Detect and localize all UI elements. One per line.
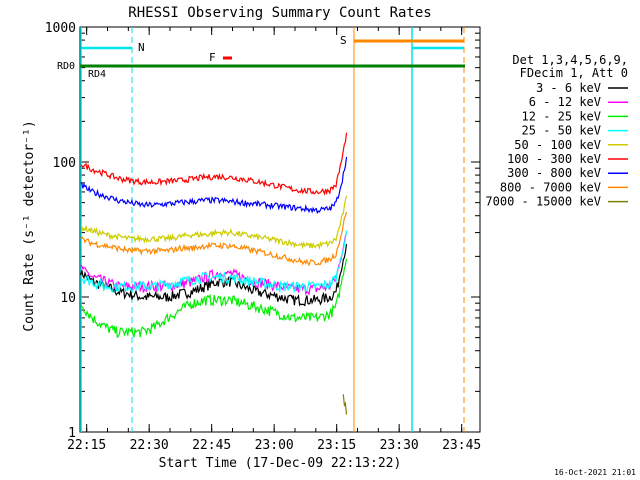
legend-entry-label: 3 - 6 keV [536, 81, 601, 95]
series-line [80, 244, 348, 307]
series-line [80, 132, 348, 196]
x-tick-label: 23:30 [380, 438, 419, 453]
x-tick-label: 22:15 [67, 438, 106, 453]
rd0-label: RD0 [57, 61, 75, 72]
legend-entry-label: 12 - 25 keV [522, 109, 601, 123]
night-label: N [138, 41, 145, 54]
legend-entry-label: 50 - 100 keV [514, 138, 601, 152]
legend-entry-label: 7000 - 15000 keV [485, 195, 601, 209]
legend-entry-label: 6 - 12 keV [529, 95, 601, 109]
y-tick-label: 1 [68, 426, 76, 441]
timestamp-label: 16-Oct-2021 21:01 [554, 468, 636, 477]
y-tick-label: 10 [60, 291, 76, 306]
x-tick-label: 23:45 [442, 438, 481, 453]
plot-frame [79, 26, 481, 433]
flare-label: F [209, 51, 216, 64]
x-tick-label: 22:45 [192, 438, 231, 453]
x-tick-label: 23:15 [317, 438, 356, 453]
chart-title: RHESSI Observing Summary Count Rates [128, 5, 431, 21]
series-line [80, 156, 348, 215]
rd4-label: RD4 [88, 69, 106, 80]
y-tick-label: 100 [53, 156, 76, 171]
series-line [80, 211, 348, 267]
legend-entry-label: 300 - 800 keV [507, 166, 601, 180]
series-line [80, 258, 348, 339]
plot-area: 1 10 100 1000 22:15 22:30 22:45 23:00 23:15 23:30… [45, 21, 482, 453]
y-axis-label: Count Rate (s⁻¹ detector⁻¹) [22, 120, 37, 331]
y-tick-label: 1000 [45, 21, 76, 36]
legend: Det 1,3,4,5,6,9,FDecim 1, Att 03 - 6 keV… [485, 53, 628, 209]
legend-entry-label: 800 - 7000 keV [500, 180, 601, 194]
saa-label: S [340, 34, 347, 47]
series-line [342, 394, 348, 415]
series-line [80, 195, 348, 251]
legend-header: FDecim 1, Att 0 [520, 66, 628, 80]
legend-entry-label: 25 - 50 keV [522, 124, 601, 138]
x-axis-label: Start Time (17-Dec-09 22:13:22) [159, 456, 402, 471]
legend-header: Det 1,3,4,5,6,9, [512, 53, 628, 67]
legend-entry-label: 100 - 300 keV [507, 152, 601, 166]
series-line [80, 230, 348, 294]
x-tick-label: 22:30 [130, 438, 169, 453]
x-tick-label: 23:00 [255, 438, 294, 453]
